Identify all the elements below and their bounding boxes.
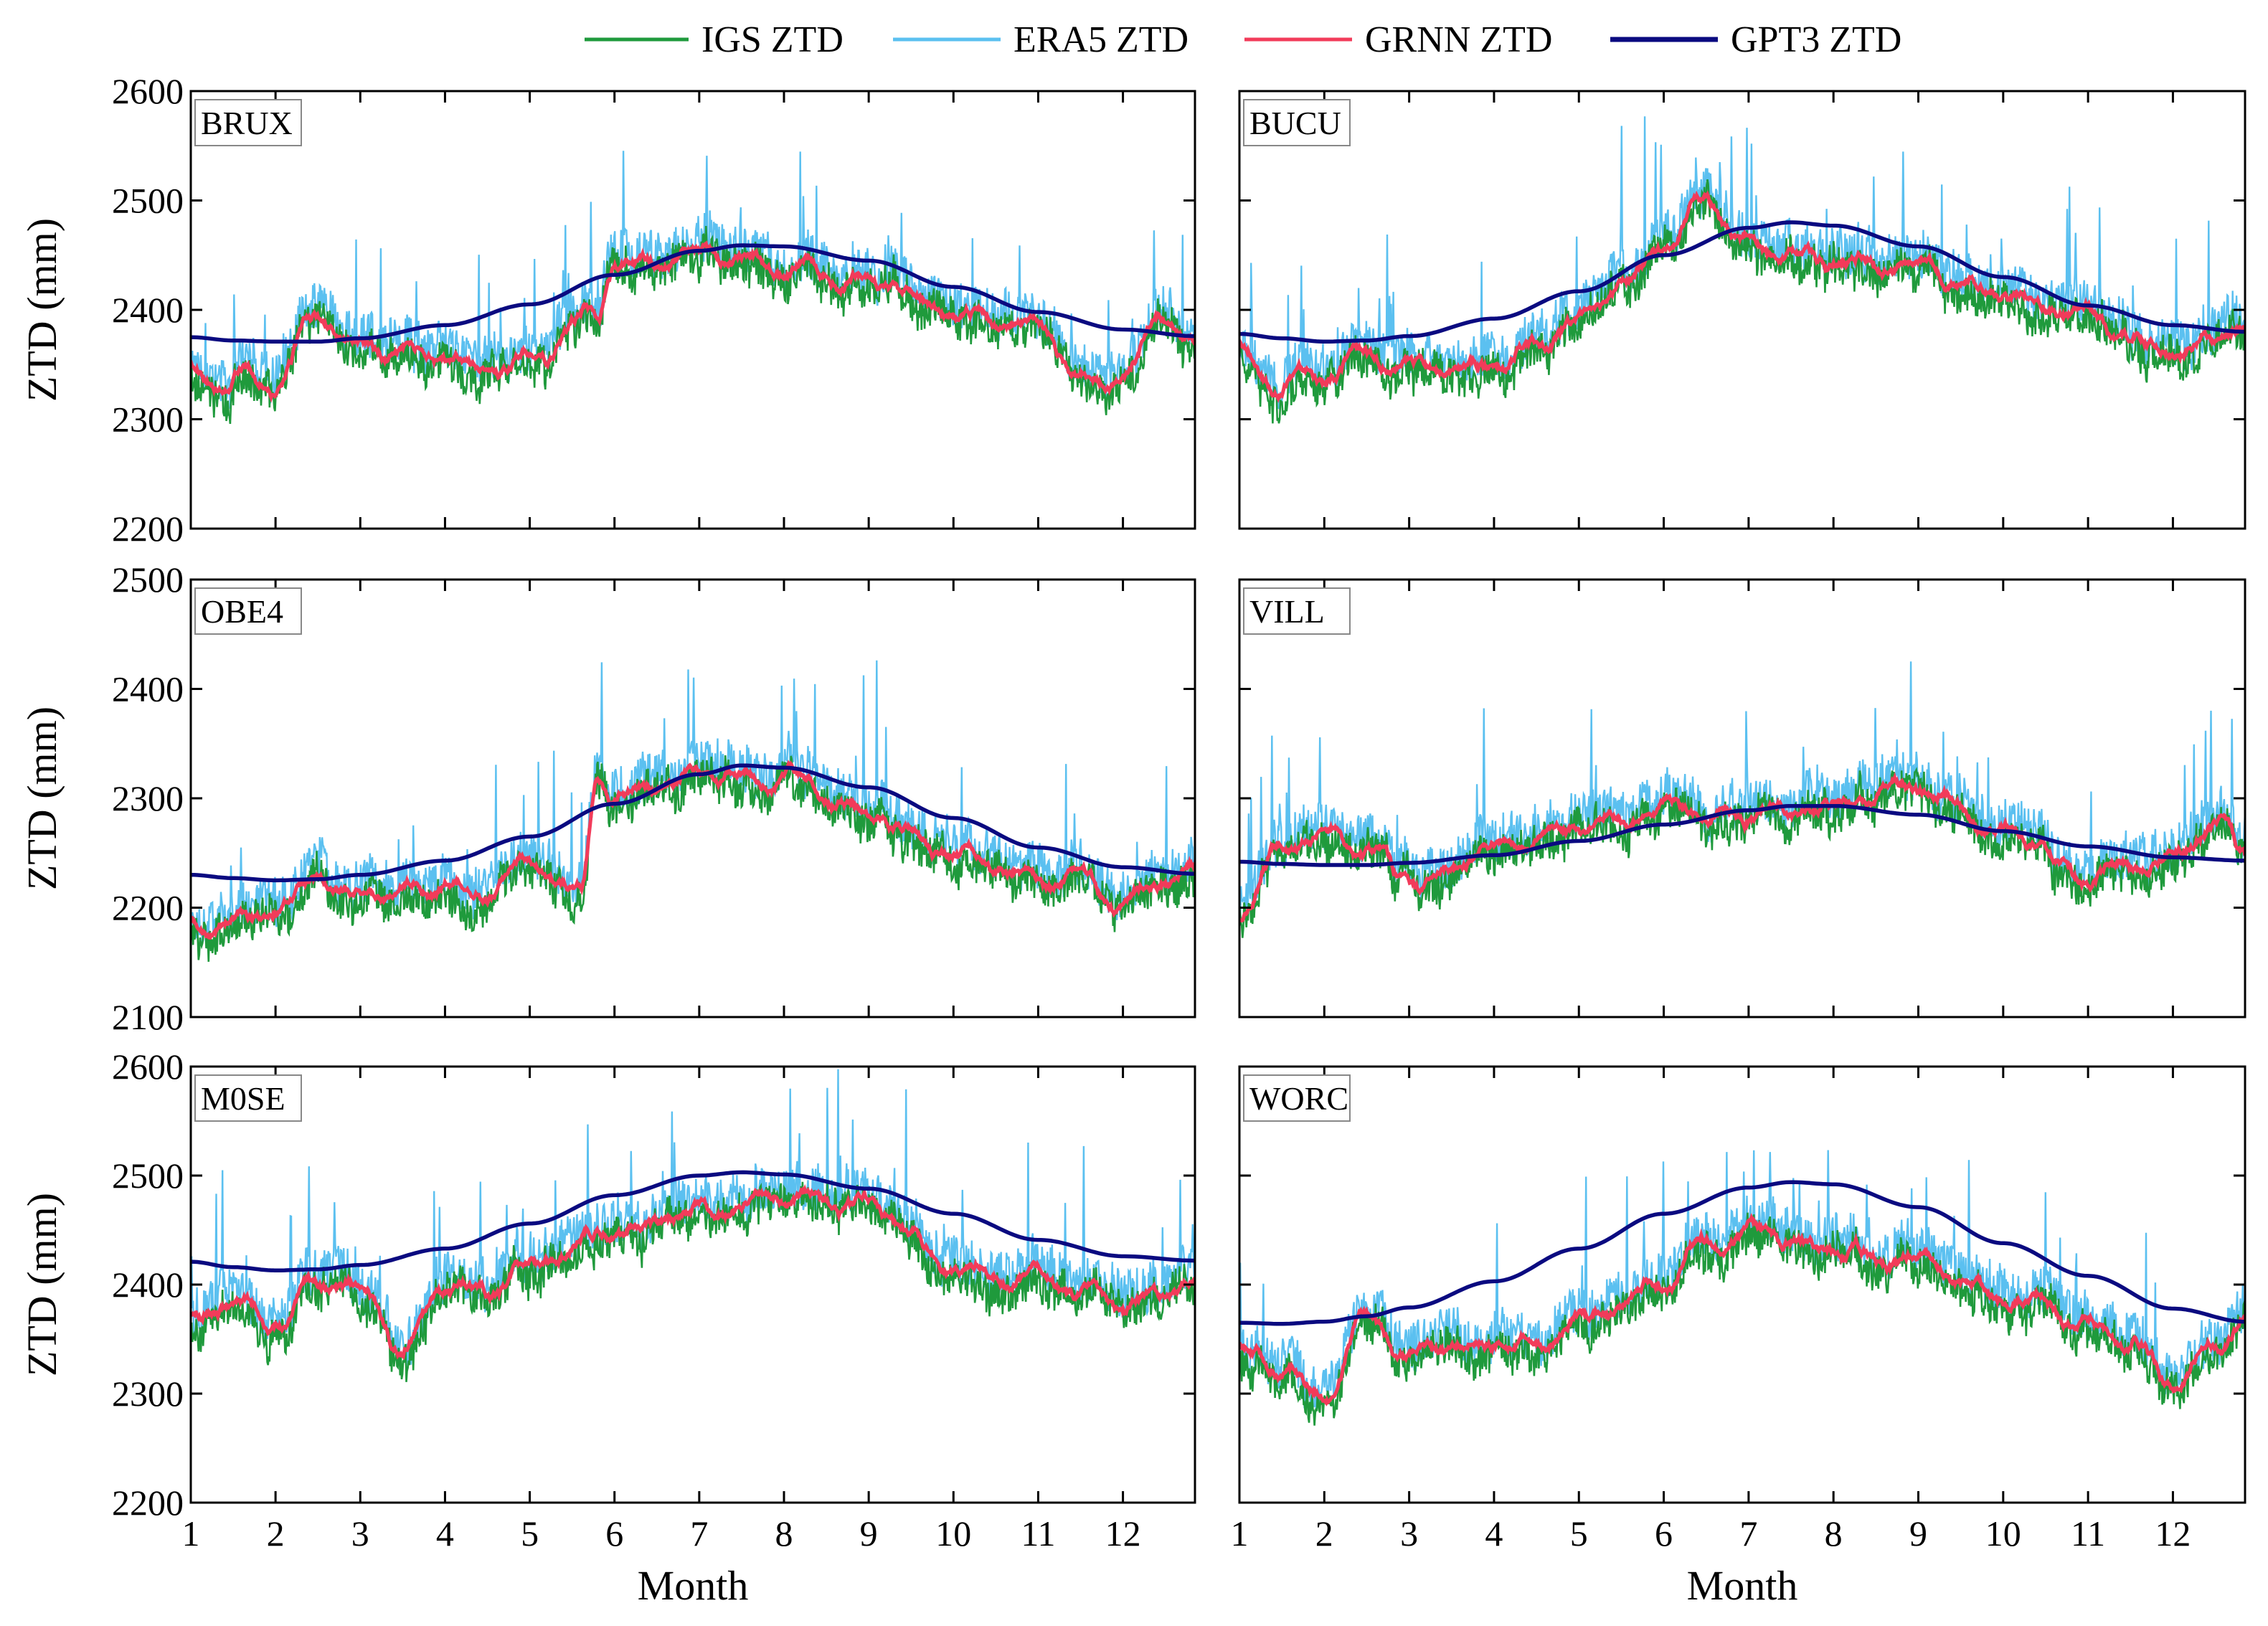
y-tick-label-brux-2300: 2300 [112, 400, 184, 440]
y-tick-label-brux-2400: 2400 [112, 290, 184, 330]
series-grnn-m0se [191, 1183, 1195, 1361]
x-tick-label-m0se-11: 11 [1021, 1513, 1055, 1554]
series-grnn-vill [1239, 771, 2245, 923]
panel-obe4: 2100 2200 2300 2400 2500 OBE4 [112, 559, 1196, 1037]
station-label-worc: WORC [1249, 1080, 1348, 1117]
y-tick-label-m0se-2500: 2500 [112, 1155, 184, 1196]
series-grnn-bucu [1239, 190, 2245, 403]
y-tick-label-obe4-2100: 2100 [112, 997, 184, 1037]
x-tick-label-worc-12: 12 [2155, 1513, 2191, 1554]
station-label-vill: VILL [1249, 593, 1325, 630]
series-igs-obe4 [191, 755, 1195, 962]
panel-vill: VILL [1238, 578, 2246, 1018]
series-gpt3-worc [1239, 1180, 2245, 1326]
x-axis-title-col-2: Month [1687, 1562, 1798, 1609]
series-era5-brux [191, 151, 1195, 409]
plot-frame-worc [1238, 1065, 2246, 1504]
series-gpt3-obe4 [191, 763, 1195, 883]
x-tick-label-m0se-4: 4 [436, 1513, 454, 1554]
series-grnn-worc [1239, 1212, 2245, 1407]
panel-brux: 2200 2300 2400 2500 2600 BRUX [112, 71, 1196, 549]
panels: 2200 2300 2400 2500 2600 BRUX BUCU 2100 2200 2300… [112, 71, 2246, 1554]
x-tick-label-worc-2: 2 [1315, 1513, 1333, 1554]
station-box-vill [1243, 587, 1351, 635]
station-box-worc [1243, 1074, 1351, 1122]
x-tick-label-m0se-7: 7 [690, 1513, 708, 1554]
panel-bucu: BUCU [1238, 90, 2246, 530]
series-igs-brux [191, 225, 1195, 425]
series-era5-bucu [1239, 116, 2245, 410]
y-tick-label-obe4-2400: 2400 [112, 669, 184, 709]
x-tick-label-m0se-9: 9 [860, 1513, 878, 1554]
y-tick-label-brux-2200: 2200 [112, 509, 184, 549]
x-tick-label-m0se-10: 10 [935, 1513, 971, 1554]
x-tick-label-worc-11: 11 [2071, 1513, 2105, 1554]
x-tick-label-worc-10: 10 [1985, 1513, 2021, 1554]
x-tick-label-m0se-1: 1 [182, 1513, 200, 1554]
legend-label-grnn-ztd: GRNN ZTD [1365, 19, 1552, 60]
series-grnn-obe4 [191, 760, 1195, 940]
legend: IGS ZTD ERA5 ZTD GRNN ZTD GPT3 ZTD [585, 19, 1901, 60]
x-tick-label-m0se-5: 5 [521, 1513, 539, 1554]
station-box-obe4 [194, 587, 302, 635]
series-group-obe4 [191, 660, 1195, 962]
series-gpt3-bucu [1239, 220, 2245, 344]
y-axis-title-row-2: ZTD (mm) [19, 706, 65, 890]
plot-frame-obe4 [189, 578, 1196, 1018]
series-grnn-brux [191, 240, 1195, 403]
series-group-worc [1239, 1150, 2245, 1426]
series-era5-m0se [191, 1069, 1195, 1369]
y-tick-label-obe4-2500: 2500 [112, 559, 184, 600]
station-label-m0se: M0SE [201, 1080, 285, 1117]
y-tick-label-obe4-2300: 2300 [112, 778, 184, 818]
x-axis-title-col-1: Month [638, 1562, 749, 1609]
station-box-m0se [194, 1074, 302, 1122]
x-tick-label-worc-9: 9 [1909, 1513, 1927, 1554]
y-axis-titles: ZTD (mm) ZTD (mm) ZTD (mm) [19, 218, 65, 1376]
station-label-obe4: OBE4 [201, 593, 283, 630]
x-tick-label-worc-3: 3 [1400, 1513, 1418, 1554]
x-tick-label-m0se-2: 2 [267, 1513, 285, 1554]
y-axis-title-row-3: ZTD (mm) [19, 1193, 65, 1376]
y-tick-label-obe4-2200: 2200 [112, 888, 184, 928]
station-label-bucu: BUCU [1249, 105, 1341, 141]
x-tick-label-worc-6: 6 [1655, 1513, 1673, 1554]
x-axis-titles: Month Month [638, 1562, 1798, 1609]
station-box-bucu [1243, 99, 1351, 146]
x-tick-label-m0se-3: 3 [351, 1513, 369, 1554]
y-tick-label-brux-2500: 2500 [112, 181, 184, 221]
x-tick-label-m0se-8: 8 [775, 1513, 793, 1554]
x-tick-label-worc-8: 8 [1825, 1513, 1843, 1554]
y-tick-label-m0se-2200: 2200 [112, 1483, 184, 1523]
y-tick-label-brux-2600: 2600 [112, 71, 184, 111]
series-group-vill [1239, 661, 2245, 938]
series-gpt3-m0se [191, 1170, 1195, 1272]
series-gpt3-vill [1239, 803, 2245, 867]
x-tick-label-m0se-6: 6 [605, 1513, 623, 1554]
y-tick-label-m0se-2300: 2300 [112, 1374, 184, 1414]
station-box-brux [194, 99, 302, 146]
x-tick-label-worc-7: 7 [1739, 1513, 1757, 1554]
y-tick-label-m0se-2400: 2400 [112, 1265, 184, 1305]
legend-label-gpt3-ztd: GPT3 ZTD [1731, 19, 1901, 60]
x-tick-label-m0se-12: 12 [1105, 1513, 1141, 1554]
x-tick-label-worc-5: 5 [1570, 1513, 1588, 1554]
series-era5-obe4 [191, 660, 1195, 947]
legend-label-era5-ztd: ERA5 ZTD [1013, 19, 1189, 60]
station-label-brux: BRUX [201, 105, 293, 141]
series-igs-worc [1239, 1212, 2245, 1426]
series-group-m0se [191, 1069, 1195, 1382]
y-tick-label-m0se-2600: 2600 [112, 1046, 184, 1087]
x-tick-label-worc-4: 4 [1485, 1513, 1503, 1554]
legend-label-igs-ztd: IGS ZTD [701, 19, 844, 60]
x-tick-label-worc-1: 1 [1231, 1513, 1249, 1554]
series-igs-m0se [191, 1181, 1195, 1382]
y-axis-title-row-1: ZTD (mm) [19, 218, 65, 402]
series-group-brux [191, 151, 1195, 425]
series-gpt3-brux [191, 243, 1195, 344]
series-group-bucu [1239, 116, 2245, 424]
